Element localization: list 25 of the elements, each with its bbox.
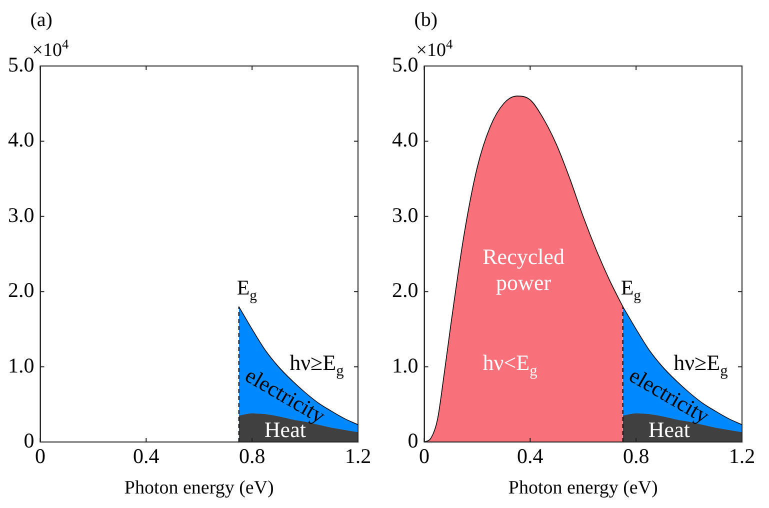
y-tick-label: 3.0 [8,202,34,227]
x-tick-label: 1.2 [728,444,756,468]
y-tick-label: 5.0 [392,52,418,77]
series-label: Recycled power [482,244,564,295]
y-tick-label: 4.0 [392,128,418,152]
x-tick-label: 0.8 [238,444,266,468]
y-tick-label: 5.0 [8,52,34,77]
chart-title: (a) [30,9,52,31]
y-tick-label: 3.0 [392,202,418,227]
y-tick-label: 2.0 [392,278,418,302]
series-label: Heat [264,416,306,442]
chart-title: (b) [414,9,438,31]
series-label: Heat [648,416,690,442]
y-tick-label: 1.0 [8,353,34,378]
x-tick-label: 0.4 [133,444,160,468]
y-tick-label: 2.0 [8,278,34,302]
y-tick-label: 4.0 [8,128,34,152]
y-tick-label: 0 [24,428,34,453]
y-tick-label: 1.0 [392,353,418,378]
y-tick-label: 0 [408,428,418,453]
x-tick-label: 1.2 [344,444,372,468]
x-axis-title: Photon energy (eV) [124,478,274,499]
x-tick-label: 0.8 [622,444,650,468]
x-axis-title: Photon energy (eV) [508,478,658,499]
x-tick-label: 0.4 [517,444,544,468]
